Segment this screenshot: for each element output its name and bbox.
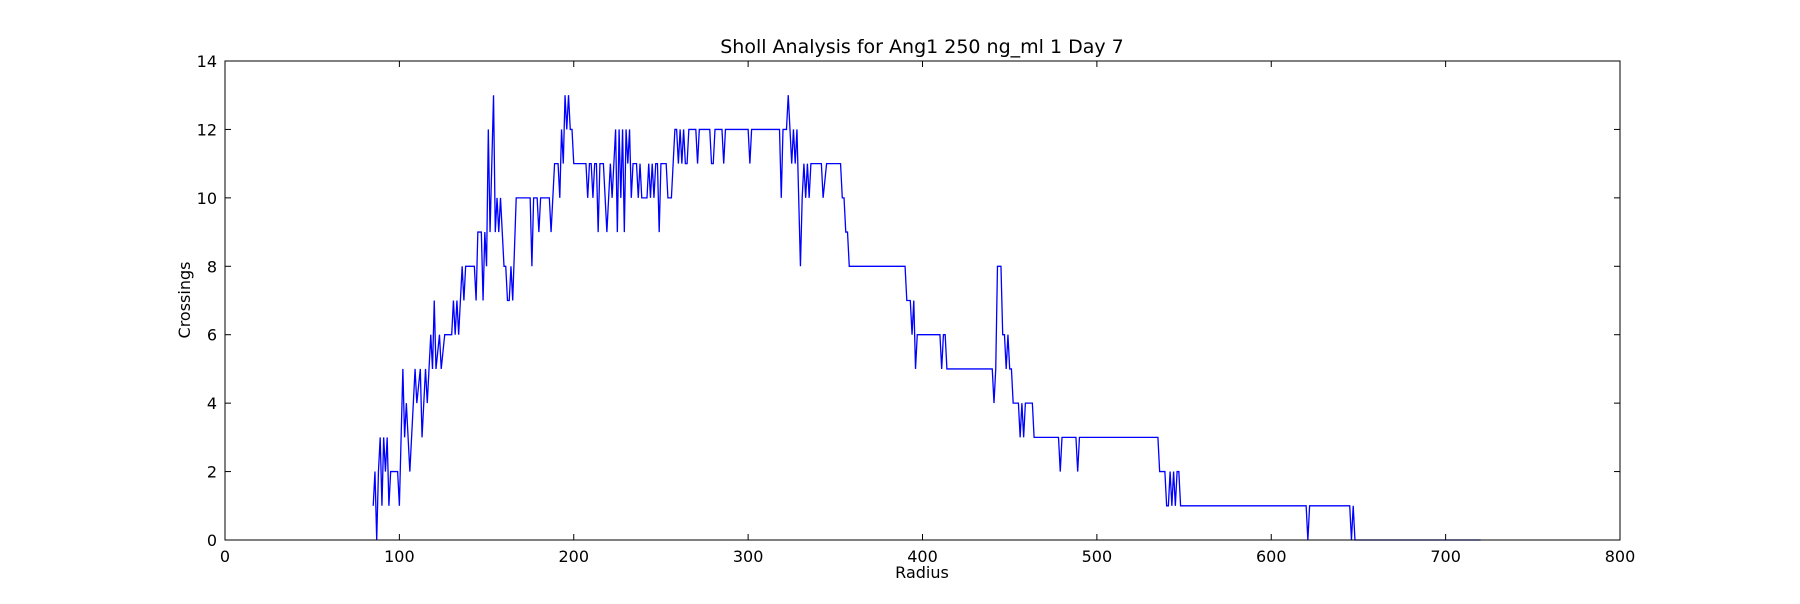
x-tick-label: 600: [1256, 547, 1287, 566]
y-tick-label: 14: [197, 52, 217, 71]
y-tick-label: 8: [207, 257, 217, 276]
y-tick-label: 10: [197, 189, 217, 208]
x-tick-label: 300: [733, 547, 764, 566]
x-tick-label: 500: [1082, 547, 1113, 566]
y-tick-label: 6: [207, 326, 217, 345]
y-tick-label: 0: [207, 531, 217, 550]
x-tick-label: 800: [1605, 547, 1636, 566]
x-tick-label: 400: [907, 547, 938, 566]
y-tick-label: 2: [207, 463, 217, 482]
x-tick-label: 700: [1430, 547, 1461, 566]
x-tick-label: 0: [220, 547, 230, 566]
chart-title: Sholl Analysis for Ang1 250 ng_ml 1 Day …: [720, 36, 1124, 58]
y-tick-label: 4: [207, 394, 217, 413]
x-axis-label: Radius: [895, 563, 949, 582]
data-line: [372, 95, 1481, 541]
x-tick-label: 200: [558, 547, 589, 566]
y-tick-label: 12: [197, 120, 217, 139]
x-tick-label: 100: [384, 547, 415, 566]
y-axis-label: Crossings: [175, 262, 194, 339]
